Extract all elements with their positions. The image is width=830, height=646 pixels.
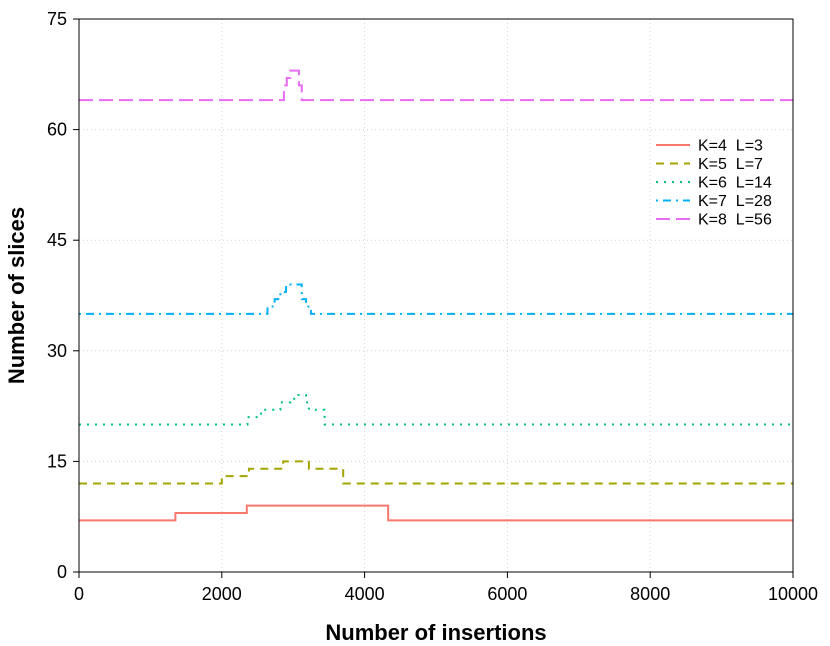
- legend-label-4: K=7 L=28: [698, 193, 772, 210]
- x-axis-ticks: 0 2000 4000 6000 8000 10000: [74, 572, 818, 604]
- y-tick-label: 30: [47, 341, 67, 361]
- series-line-3: [79, 394, 793, 426]
- y-tick-label: 15: [47, 451, 67, 471]
- y-tick-label: 75: [47, 9, 67, 29]
- series-layer: [79, 69, 793, 522]
- plot-frame: [78, 18, 794, 573]
- y-axis-title: Number of slices: [4, 207, 29, 384]
- x-tick-label: 6000: [487, 584, 527, 604]
- x-tick-label: 2000: [202, 584, 242, 604]
- series-line-5: [79, 69, 793, 102]
- x-tick-label: 10000: [768, 584, 818, 604]
- series-line-4: [79, 283, 793, 315]
- x-axis-title: Number of insertions: [325, 620, 546, 645]
- y-axis-ticks: 0 15 30 45 60 75: [47, 9, 79, 582]
- y-tick-label: 45: [47, 230, 67, 250]
- legend: K=4 L=3K=5 L=7 K=6 L=14K=7 L=28 K=8 L=56: [656, 138, 772, 229]
- legend-label-1: K=4 L=3: [698, 138, 763, 155]
- grid-layer: [78, 18, 794, 573]
- x-tick-label: 0: [74, 584, 84, 604]
- legend-label-2: K=5 L=7: [698, 156, 763, 173]
- x-tick-label: 4000: [345, 584, 385, 604]
- x-tick-label: 8000: [630, 584, 670, 604]
- y-tick-label: 0: [57, 562, 67, 582]
- series-line-2: [79, 460, 793, 485]
- series-line-1: [79, 504, 793, 522]
- y-tick-label: 60: [47, 120, 67, 140]
- legend-label-3: K=6 L=14: [698, 175, 772, 192]
- legend-label-5: K=8 L=56: [698, 212, 772, 229]
